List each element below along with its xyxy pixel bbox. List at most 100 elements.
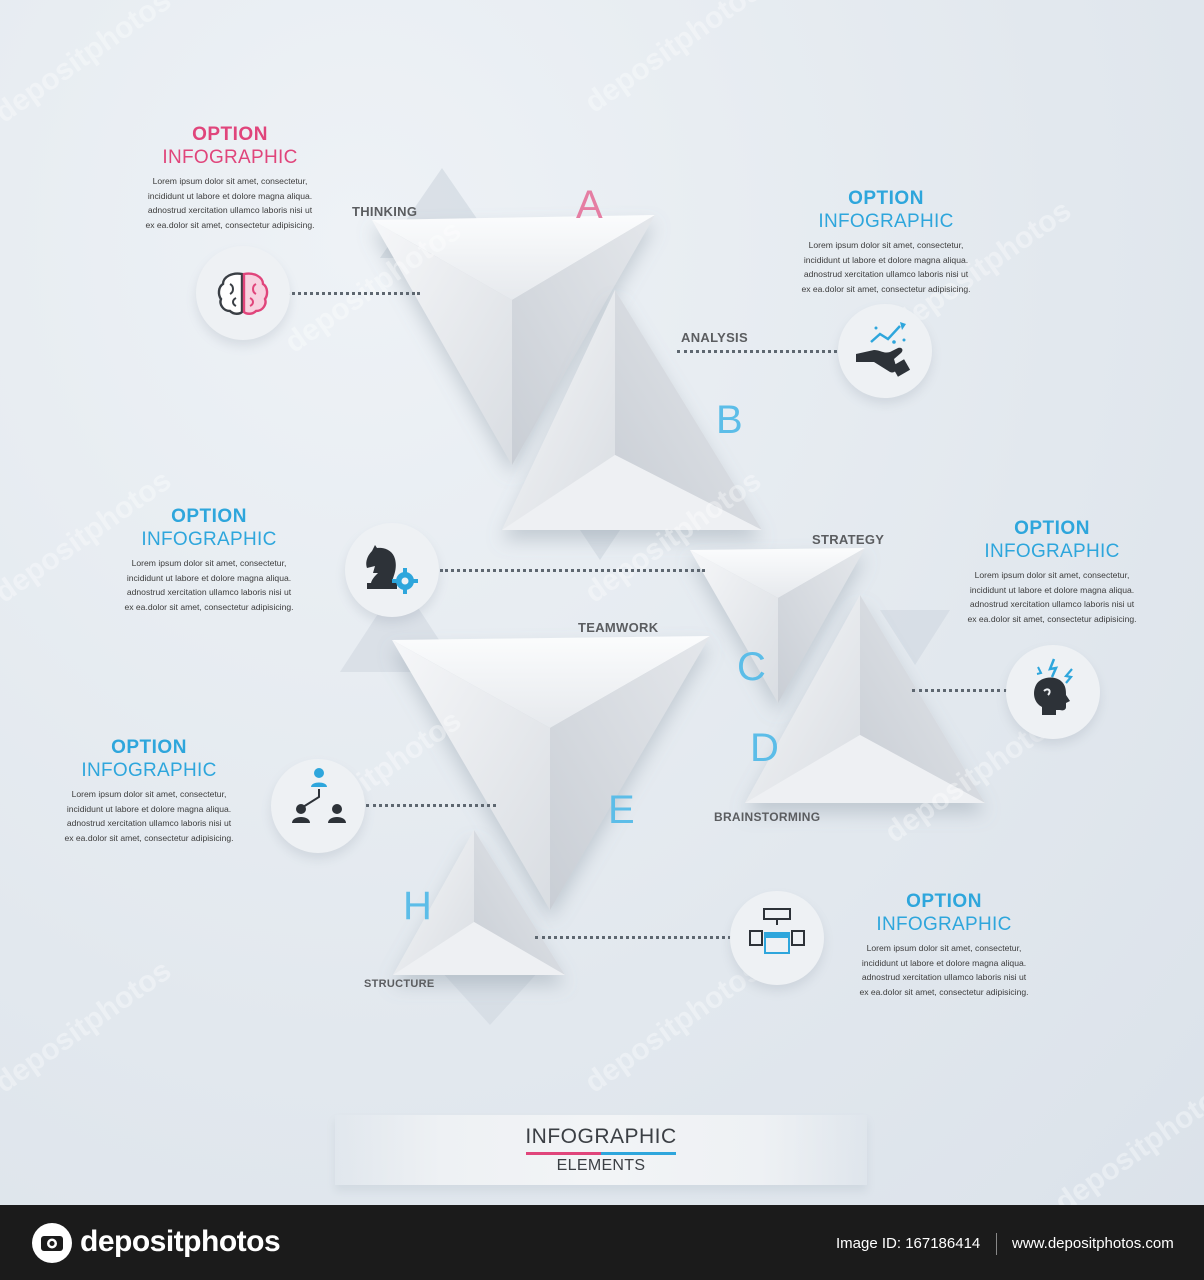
infographic-canvas: depositphotos depositphotos depositphoto…	[0, 0, 1204, 1205]
option-text-line: incididunt ut labore et dolore magna ali…	[803, 254, 969, 265]
banner-subtitle: ELEMENTS	[556, 1157, 646, 1174]
brain-icon	[217, 272, 269, 315]
option-text-line: Lorem ipsum dolor sit amet, consectetur,	[974, 570, 1130, 580]
option-text-line: ex ea.dolor sit amet, consectetur adipis…	[64, 832, 234, 843]
option-description: Lorem ipsum dolor sit amet, consectetur,…	[29, 787, 269, 845]
connector-line	[440, 569, 705, 572]
footer-image-id: Image ID: 167186414	[836, 1235, 981, 1252]
footer-bar: depositphotos Image ID: 167186414 www.de…	[0, 1205, 1204, 1280]
pyramid-a	[372, 215, 655, 465]
pyramids-graphic	[340, 168, 985, 1025]
option-subtitle: INFOGRAPHIC	[162, 147, 298, 168]
option-description: Lorem ipsum dolor sit amet, consectetur,…	[110, 174, 350, 232]
connector-line	[366, 804, 496, 807]
option-text-line: incididunt ut labore et dolore magna ali…	[126, 572, 292, 583]
teamwork-icon-circle	[271, 759, 365, 853]
structure-icon-circle	[730, 891, 824, 985]
footer-url[interactable]: www.depositphotos.com	[1012, 1235, 1174, 1252]
pyramid-d	[745, 595, 985, 803]
option-text-line: Lorem ipsum dolor sit amet, consectetur,	[808, 240, 964, 250]
option-description: Lorem ipsum dolor sit amet, consectetur,…	[932, 568, 1172, 626]
stage-label-analysis: ANALYSIS	[681, 330, 748, 345]
option-description: Lorem ipsum dolor sit amet, consectetur,…	[89, 556, 329, 614]
structure-diagram-icon	[749, 908, 805, 954]
pyramid-e	[392, 636, 710, 910]
option-block-2: OPTION INFOGRAPHIC Lorem ipsum dolor sit…	[766, 188, 1006, 296]
option-text-line: incididunt ut labore et dolore magna ali…	[861, 957, 1027, 968]
option-text-line: adnostrud xercitation ullamco laboris ni…	[66, 818, 232, 828]
connector-line	[677, 350, 837, 353]
bg-triangle	[440, 970, 540, 1025]
option-description: Lorem ipsum dolor sit amet, consectetur,…	[766, 238, 1006, 296]
option-text-line: Lorem ipsum dolor sit amet, consectetur,	[866, 943, 1022, 953]
option-text-line: adnostrud xercitation ullamco laboris ni…	[969, 599, 1135, 609]
growth-chart-hand-icon	[856, 322, 911, 377]
banner-title: INFOGRAPHIC	[525, 1125, 677, 1148]
brain-icon-circle	[196, 246, 290, 340]
banner: INFOGRAPHIC ELEMENTS	[500, 1125, 702, 1175]
option-block-6: OPTION INFOGRAPHIC Lorem ipsum dolor sit…	[824, 891, 1064, 999]
letter-c: C	[737, 645, 766, 689]
connector-line	[912, 689, 1007, 692]
growth-icon-circle	[838, 304, 932, 398]
option-text-line: adnostrud xercitation ullamco laboris ni…	[803, 269, 969, 279]
option-block-5: OPTION INFOGRAPHIC Lorem ipsum dolor sit…	[29, 737, 269, 845]
letter-d: D	[750, 726, 779, 770]
option-text-line: ex ea.dolor sit amet, consectetur adipis…	[859, 986, 1029, 997]
option-text-line: adnostrud xercitation ullamco laboris ni…	[126, 587, 292, 597]
stage-label-teamwork: TEAMWORK	[578, 620, 659, 635]
connector-line	[287, 292, 420, 295]
option-subtitle: INFOGRAPHIC	[818, 211, 954, 232]
option-text-line: ex ea.dolor sit amet, consectetur adipis…	[124, 601, 294, 612]
option-text-line: incididunt ut labore et dolore magna ali…	[66, 803, 232, 814]
option-block-3: OPTION INFOGRAPHIC Lorem ipsum dolor sit…	[89, 506, 329, 614]
pyramid-c	[690, 548, 865, 703]
option-text-line: Lorem ipsum dolor sit amet, consectetur,	[71, 789, 227, 799]
option-text-line: incididunt ut labore et dolore magna ali…	[147, 190, 313, 201]
option-text-line: Lorem ipsum dolor sit amet, consectetur,	[131, 558, 287, 568]
chess-knight-gear-icon	[366, 545, 418, 594]
stage-label-brainstorming: BRAINSTORMING	[714, 810, 821, 824]
letter-e: E	[608, 788, 635, 832]
option-subtitle: INFOGRAPHIC	[876, 914, 1012, 935]
depositphotos-logo-icon	[32, 1223, 72, 1263]
banner-plate	[335, 1115, 867, 1185]
option-subtitle: INFOGRAPHIC	[81, 760, 217, 781]
option-text-line: ex ea.dolor sit amet, consectetur adipis…	[145, 219, 315, 230]
option-text-line: ex ea.dolor sit amet, consectetur adipis…	[967, 613, 1137, 624]
banner-rule-pink	[526, 1152, 601, 1155]
option-title: OPTION	[848, 188, 924, 209]
option-description: Lorem ipsum dolor sit amet, consectetur,…	[824, 941, 1064, 999]
option-subtitle: INFOGRAPHIC	[984, 541, 1120, 562]
stage-label-structure: STRUCTURE	[364, 978, 435, 990]
option-text-line: Lorem ipsum dolor sit amet, consectetur,	[152, 176, 308, 186]
stage-label-strategy: STRATEGY	[812, 532, 885, 547]
option-title: OPTION	[1014, 518, 1090, 539]
option-title: OPTION	[111, 737, 187, 758]
option-title: OPTION	[192, 124, 268, 145]
letter-a: A	[576, 183, 603, 227]
option-title: OPTION	[171, 506, 247, 527]
stress-icon-circle	[1006, 645, 1100, 739]
option-block-1: OPTION INFOGRAPHIC Lorem ipsum dolor sit…	[110, 124, 350, 232]
option-text-line: adnostrud xercitation ullamco laboris ni…	[861, 972, 1027, 982]
banner-rule-blue	[601, 1152, 676, 1155]
footer-divider	[996, 1233, 997, 1255]
option-subtitle: INFOGRAPHIC	[141, 529, 277, 550]
option-text-line: ex ea.dolor sit amet, consectetur adipis…	[801, 283, 971, 294]
strategy-icon-circle	[345, 523, 439, 617]
option-title: OPTION	[906, 891, 982, 912]
option-text-line: incididunt ut labore et dolore magna ali…	[969, 584, 1135, 595]
stressed-head-icon	[1034, 658, 1074, 715]
letter-h: H	[403, 884, 432, 928]
letter-b: B	[716, 398, 743, 442]
option-block-4: OPTION INFOGRAPHIC Lorem ipsum dolor sit…	[932, 518, 1172, 626]
pyramid-b	[502, 290, 762, 530]
option-text-line: adnostrud xercitation ullamco laboris ni…	[147, 205, 313, 215]
bg-triangle	[880, 610, 950, 665]
connector-line	[535, 936, 731, 939]
banner-rule	[500, 1152, 702, 1155]
stage-label-thinking: THINKING	[352, 204, 418, 219]
team-hierarchy-icon	[292, 768, 346, 823]
footer-brand: depositphotos	[80, 1225, 281, 1258]
